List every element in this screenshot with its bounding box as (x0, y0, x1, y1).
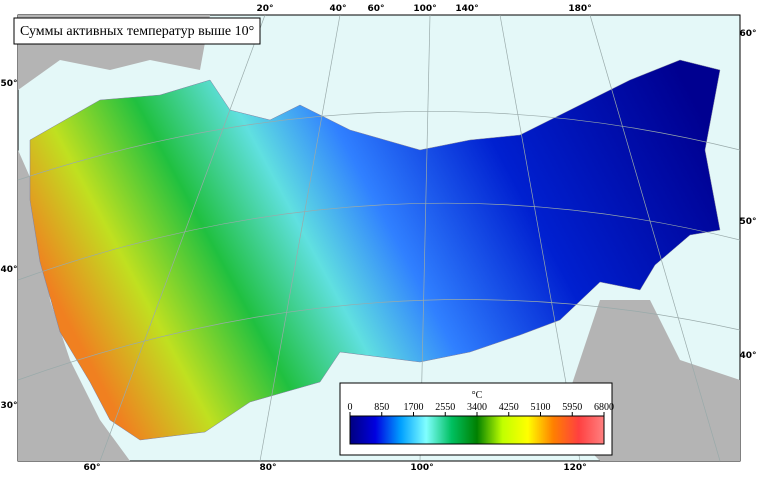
colorbar-tick-label: 5100 (531, 402, 551, 413)
colorbar-tick-label: 3400 (467, 402, 487, 413)
colorbar-tick-label: 6800 (594, 402, 614, 413)
title-box (13, 17, 261, 45)
graticule-label: 30° (0, 401, 17, 411)
graticule-label: 20° (256, 4, 273, 14)
colorbar-tick-label: 1700 (404, 402, 424, 413)
graticule-label: 60° (739, 29, 756, 39)
graticule-label: 140° (455, 4, 478, 14)
map-title: Суммы активных температур выше 10° (20, 24, 254, 39)
colorbar-tick-label: 850 (374, 402, 389, 413)
colorbar-tick-label: 0 (348, 402, 353, 413)
graticule-label: 40° (329, 4, 346, 14)
graticule-label: 50° (739, 217, 756, 227)
graticule-label: 60° (83, 463, 100, 473)
territory (29, 59, 721, 441)
graticule-label: 180° (568, 4, 591, 14)
graticule-label: 50° (0, 79, 17, 89)
colorbar (349, 415, 605, 445)
graticule-label: 60° (367, 4, 384, 14)
graticule-label: 100° (413, 4, 436, 14)
graticule-label: 80° (259, 463, 276, 473)
colorbar-tick-label: 5950 (562, 402, 582, 413)
graticule-label: 100° (410, 463, 433, 473)
land-outside (18, 150, 130, 461)
colorbar-tick-label: 2550 (435, 402, 455, 413)
legend-unit: °C (472, 390, 483, 401)
graticule-label: 120° (563, 463, 586, 473)
graticule-label: 40° (739, 351, 756, 361)
graticule-label: 40° (0, 265, 17, 275)
colorbar-tick-label: 4250 (499, 402, 519, 413)
